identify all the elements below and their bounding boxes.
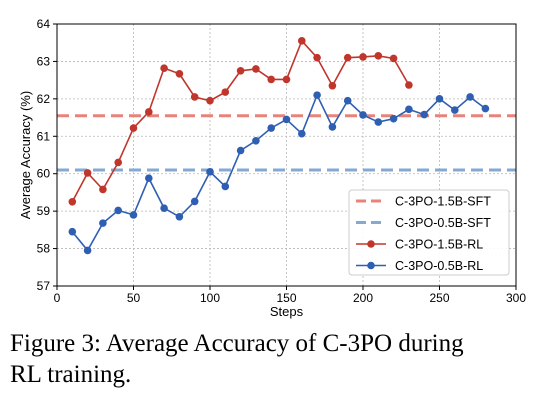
data-point [267,124,276,132]
x-axis-ticks: 0 50 100 150 200 250 300 [54,286,526,305]
data-point [175,69,184,78]
data-point [343,53,352,62]
x-tick-label: 250 [429,291,449,305]
y-tick-label: 61 [37,129,51,143]
data-point [99,219,107,227]
reference-lines [57,114,516,172]
legend-label: C-3PO-0.5B-SFT [395,216,491,230]
y-tick-label: 59 [37,204,51,218]
data-point [374,52,383,60]
line-chart: 0 50 100 150 200 250 300 57 58 59 60 61 62 63 64 Step… [18,17,526,319]
y-tick-label: 64 [37,17,51,31]
data-point [129,211,138,219]
data-point [298,129,306,138]
data-point [359,111,367,119]
data-point [206,168,214,176]
data-point [267,75,276,84]
data-point [466,93,474,101]
data-point [359,53,367,61]
data-point [145,108,153,116]
data-point [160,64,168,72]
data-point [129,124,138,132]
data-point [389,114,398,123]
data-point [252,65,260,73]
data-point [405,81,413,89]
data-point [252,136,260,145]
data-point [221,182,230,191]
data-point [145,174,153,183]
figure-caption: Figure 3: Average Accuracy of C-3PO duri… [10,328,542,390]
data-point [313,53,321,62]
data-point [175,212,184,221]
data-point [68,197,77,206]
data-point [221,88,230,96]
series-group [68,91,490,255]
data-point [282,75,291,84]
series-line [71,39,410,203]
data-point [236,146,245,155]
caption-line-2: RL training. [10,361,132,388]
y-tick-label: 57 [37,279,51,293]
data-point [83,246,92,255]
x-tick-label: 200 [353,291,373,305]
data-point [328,81,337,90]
data-point [435,95,444,103]
legend-label: C-3PO-1.5B-SFT [395,195,491,209]
y-axis-label: Average Accuracy (%) [18,91,33,219]
data-point [190,93,199,101]
data-point [313,91,321,99]
data-point [114,158,122,167]
y-axis-ticks: 57 58 59 60 61 62 63 64 [37,17,57,293]
data-point [190,197,199,206]
y-tick-label: 58 [37,242,51,256]
legend-label: C-3PO-1.5B-RL [395,238,483,252]
data-point [405,105,413,114]
x-tick-label: 0 [54,291,61,305]
series-group [68,37,413,206]
data-point [298,37,306,45]
caption-line-1: Figure 3: Average Accuracy of C-3PO duri… [10,330,464,357]
data-point [389,54,398,63]
x-tick-label: 50 [127,291,141,305]
y-tick-label: 62 [37,92,51,106]
x-tick-label: 100 [200,291,220,305]
legend-marker [367,240,375,248]
data-point [99,185,107,194]
data-point [481,104,490,113]
data-point [160,204,168,212]
y-tick-label: 63 [37,54,51,68]
series-line [71,93,486,252]
data-point [83,169,92,177]
data-point [206,96,214,105]
data-point [451,106,459,114]
data-point [420,110,429,119]
data-point [68,227,77,236]
series-layer [68,37,490,255]
legend-box [348,189,510,276]
x-tick-label: 300 [506,291,526,305]
legend-label: C-3PO-0.5B-RL [395,259,483,273]
data-point [114,206,122,215]
x-axis-label: Steps [270,304,304,319]
data-point [374,118,383,126]
legend: C-3PO-1.5B-SFT C-3PO-0.5B-SFT C-3PO-1.5B-R… [348,189,510,276]
x-tick-label: 150 [276,291,296,305]
legend-marker [367,261,375,270]
data-point [343,96,352,105]
y-tick-label: 60 [37,167,51,181]
data-point [328,123,337,131]
data-point [282,115,291,124]
data-point [236,66,245,75]
